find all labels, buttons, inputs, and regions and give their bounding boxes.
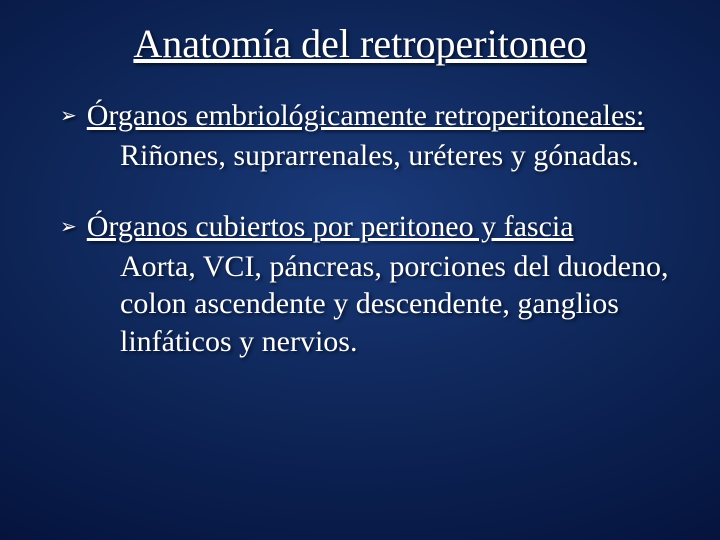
bullet-body: Aorta, VCI, páncreas, porciones del duod…: [120, 248, 670, 361]
slide-container: Anatomía del retroperitoneo ➢ Órganos em…: [0, 0, 720, 540]
bullet-heading: Órganos cubiertos por peritoneo y fascia: [87, 208, 574, 246]
triangle-bullet-icon: ➢: [60, 214, 77, 239]
bullet-item: ➢ Órganos embriológicamente retroperiton…: [50, 97, 670, 174]
bullet-heading: Órganos embriológicamente retroperitonea…: [87, 97, 645, 135]
slide-title: Anatomía del retroperitoneo: [50, 20, 670, 67]
bullet-row: ➢ Órganos embriológicamente retroperiton…: [60, 97, 670, 135]
bullet-row: ➢ Órganos cubiertos por peritoneo y fasc…: [60, 208, 670, 246]
triangle-bullet-icon: ➢: [60, 103, 77, 128]
bullet-item: ➢ Órganos cubiertos por peritoneo y fasc…: [50, 208, 670, 360]
bullet-body: Riñones, suprarrenales, uréteres y gónad…: [120, 137, 670, 175]
